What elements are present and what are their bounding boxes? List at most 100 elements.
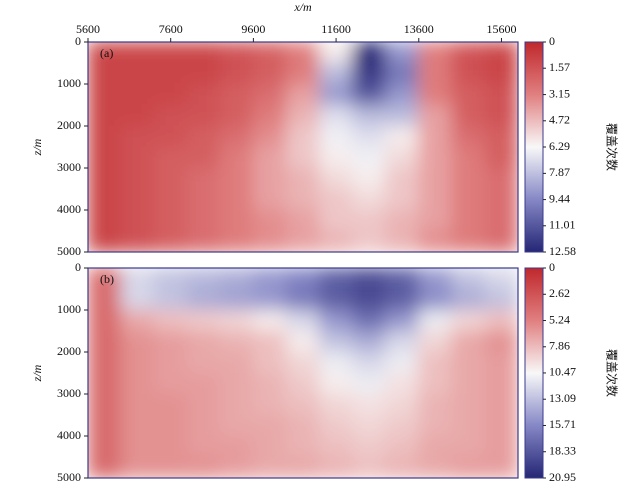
heatmap-cell: [319, 435, 354, 458]
heatmap-cell: [418, 104, 453, 127]
heatmap-cell: [153, 146, 188, 169]
heatmap-cell: [252, 372, 287, 395]
heatmap-cell: [418, 435, 453, 458]
heatmap-cell: [285, 209, 321, 232]
heatmap-cell: [219, 104, 254, 127]
heatmap-cell: [88, 435, 122, 458]
heatmap-cell: [484, 330, 518, 353]
heatmap-cell: [484, 372, 518, 395]
y-tick-label: 5000: [57, 244, 81, 258]
heatmap-cell: [120, 42, 155, 64]
heatmap-cell: [252, 209, 287, 232]
heatmap-cell: [219, 209, 254, 232]
y-tick-label: 0: [75, 34, 81, 48]
x-tick-label: 11600: [321, 22, 351, 36]
heatmap-cell: [186, 104, 221, 127]
heatmap-cell: [484, 125, 518, 148]
heatmap-cell: [319, 288, 354, 311]
heatmap-cell: [352, 125, 387, 148]
heatmap-cell: [385, 456, 420, 478]
heatmap-cell: [186, 268, 221, 290]
heatmap-cell: [153, 456, 188, 478]
heatmap-cell: [88, 83, 122, 106]
heatmap-cell: [88, 268, 122, 290]
heatmap-cell: [484, 209, 518, 232]
panel-label: (b): [100, 272, 114, 286]
heatmap-cell: [451, 125, 486, 148]
heatmap-cell: [319, 230, 354, 252]
heatmap-cell: [484, 456, 518, 478]
heatmap-cell: [186, 230, 221, 252]
heatmap-cells: [88, 42, 518, 252]
heatmap-cell: [285, 230, 321, 252]
colorbar-tick-label: 18.33: [549, 443, 576, 457]
colorbar-tick-label: 0: [549, 260, 555, 274]
heatmap-cell: [153, 268, 188, 290]
y-tick-label: 1000: [57, 76, 81, 90]
heatmap-cell: [484, 83, 518, 106]
heatmap-cell: [252, 309, 287, 332]
heatmap-cell: [451, 209, 486, 232]
heatmap-cell: [120, 435, 155, 458]
y-tick-label: 3000: [57, 160, 81, 174]
y-tick-label: 0: [75, 260, 81, 274]
heatmap-cell: [186, 83, 221, 106]
heatmap-cell: [418, 83, 453, 106]
heatmap-cell: [319, 268, 354, 290]
heatmap-cell: [484, 268, 518, 290]
x-tick-label: 9600: [241, 22, 265, 36]
heatmap-cell: [88, 393, 122, 416]
heatmap-cell: [252, 330, 287, 353]
heatmap-cell: [451, 146, 486, 169]
heatmap-cell: [153, 414, 188, 437]
heatmap-cell: [285, 268, 321, 290]
y-tick-label: 1000: [57, 302, 81, 316]
heatmap-cell: [153, 167, 188, 190]
heatmap-cell: [352, 372, 387, 395]
heatmap-cell: [120, 83, 155, 106]
heatmap-cell: [219, 351, 254, 374]
heatmap-cell: [319, 372, 354, 395]
heatmap-cell: [186, 414, 221, 437]
heatmap-cell: [285, 435, 321, 458]
heatmap-cell: [120, 330, 155, 353]
heatmap-cell: [120, 146, 155, 169]
heatmap-cell: [153, 42, 188, 64]
heatmap-cell: [319, 330, 354, 353]
heatmap-cell: [385, 146, 420, 169]
heatmap-cell: [252, 456, 287, 478]
heatmap-cell: [385, 188, 420, 211]
heatmap-cell: [418, 188, 453, 211]
colorbar: [524, 41, 544, 253]
colorbar-tick-label: 6.29: [549, 139, 570, 153]
heatmap-cell: [285, 372, 321, 395]
heatmap-cell: [219, 268, 254, 290]
heatmap-cell: [319, 309, 354, 332]
heatmap-cell: [120, 268, 155, 290]
heatmap-cell: [153, 230, 188, 252]
y-axis-label: z/m: [30, 364, 44, 382]
heatmap-cell: [418, 414, 453, 437]
colorbar: [524, 267, 544, 479]
heatmap-cell: [285, 393, 321, 416]
heatmap-cell: [385, 351, 420, 374]
colorbar-tick-label: 1.57: [549, 60, 570, 74]
heatmap-cell: [153, 62, 188, 85]
heatmap-cell: [186, 62, 221, 85]
heatmap-cell: [153, 351, 188, 374]
colorbar-tick-label: 15.71: [549, 417, 576, 431]
heatmap-cell: [352, 42, 387, 64]
heatmap-cell: [319, 104, 354, 127]
heatmap-cell: [88, 230, 122, 252]
y-tick-label: 2000: [57, 118, 81, 132]
heatmap-cell: [418, 125, 453, 148]
heatmap-cell: [484, 230, 518, 252]
heatmap-cell: [88, 456, 122, 478]
y-tick-label: 4000: [57, 202, 81, 216]
heatmap-cell: [153, 83, 188, 106]
heatmap-cell: [451, 268, 486, 290]
heatmap-cell: [153, 372, 188, 395]
heatmap-cell: [88, 372, 122, 395]
heatmap-cell: [252, 288, 287, 311]
heatmap-cell: [252, 230, 287, 252]
